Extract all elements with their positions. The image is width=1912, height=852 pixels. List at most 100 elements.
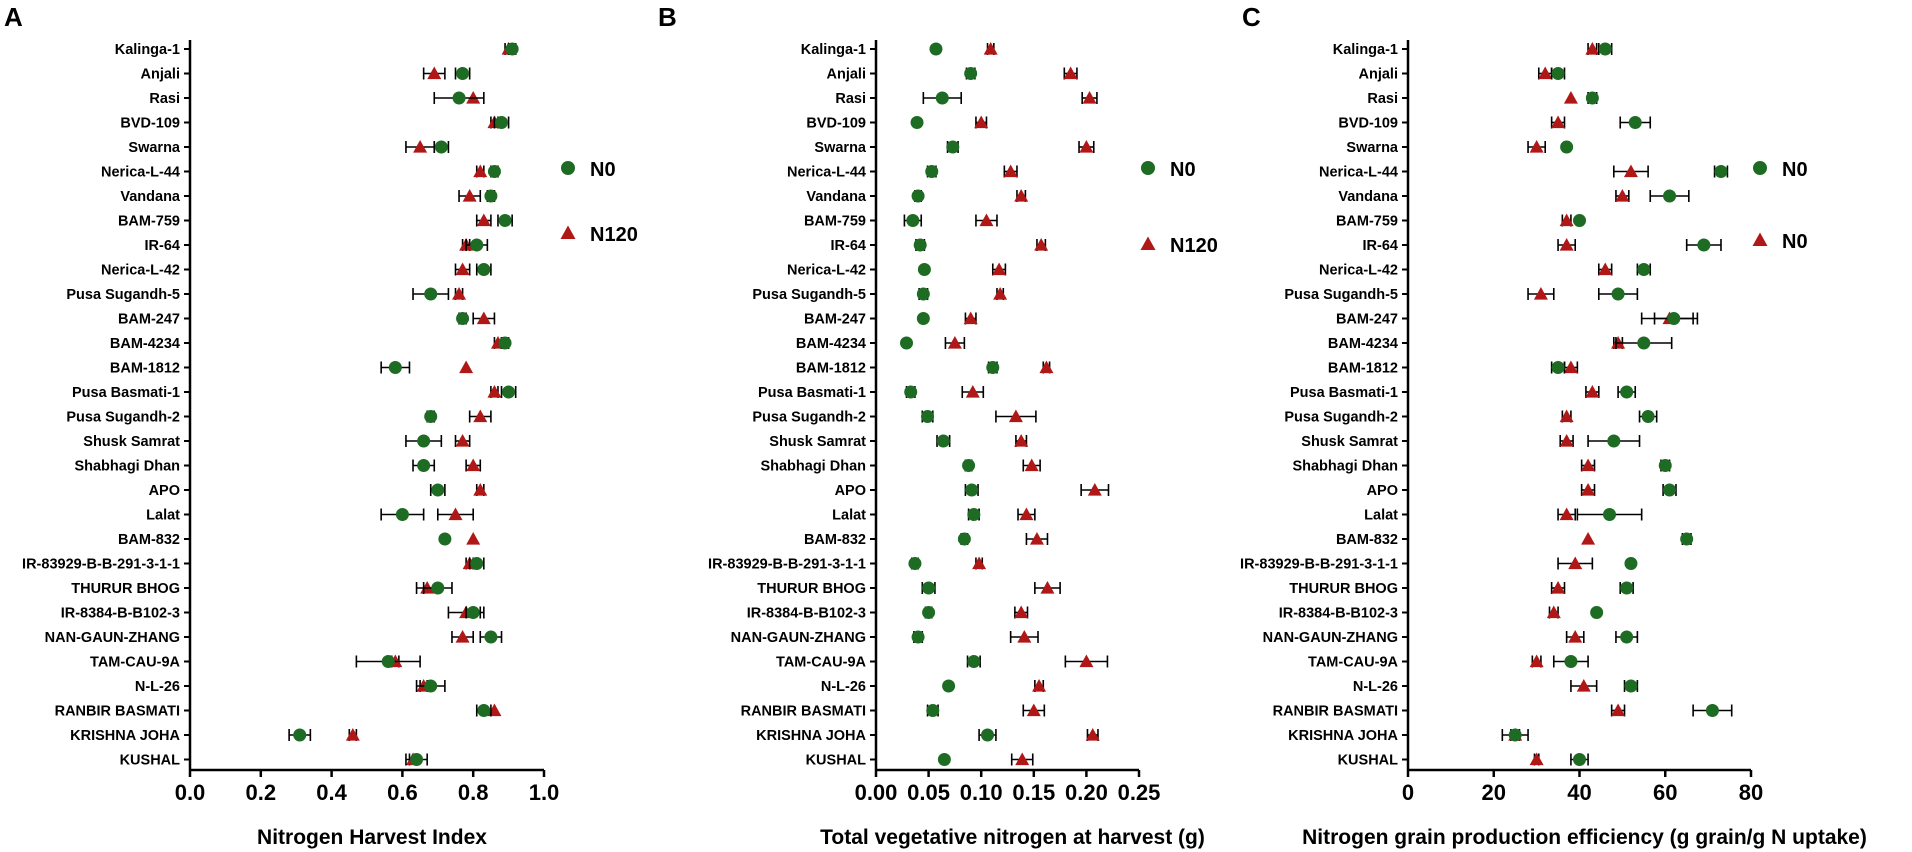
n0-point	[1551, 361, 1565, 374]
y-tick-label: Rasi	[835, 91, 866, 107]
n0-point	[424, 410, 438, 423]
y-tick-label: THURUR BHOG	[757, 581, 866, 597]
n0-point	[936, 434, 950, 448]
legend-n0-marker	[561, 161, 575, 175]
y-tick-label: KUSHAL	[120, 753, 181, 769]
n0-point	[417, 459, 431, 472]
n120-point	[487, 385, 502, 398]
n120-point	[1581, 532, 1596, 545]
n0-point	[1611, 287, 1625, 301]
n120-point	[1034, 238, 1049, 251]
n0-point	[1637, 263, 1651, 276]
y-tick-label: BVD-109	[806, 116, 866, 132]
n0-point	[452, 91, 466, 105]
y-tick-label: IR-83929-B-B-291-3-1-1	[708, 557, 866, 573]
n120-point	[974, 115, 989, 129]
n0-point	[293, 728, 307, 742]
legend-label: N120	[1170, 235, 1218, 257]
n0-point	[381, 655, 395, 668]
n0-point	[470, 238, 484, 252]
y-tick-label: BAM-1812	[110, 361, 180, 377]
x-tick-label: 0.0	[175, 780, 206, 805]
n0-point	[908, 557, 922, 570]
y-tick-label: Shabhagi Dhan	[74, 459, 180, 475]
y-tick-label: IR-64	[831, 238, 866, 254]
y-tick-label: KRISHNA JOHA	[756, 728, 866, 744]
n0-point	[916, 287, 930, 301]
y-tick-label: Lalat	[146, 508, 180, 524]
n0-point	[911, 189, 925, 203]
y-tick-label: Swarna	[814, 140, 867, 156]
n120-point	[1568, 556, 1583, 570]
n0-point	[1641, 410, 1655, 423]
y-tick-label: Kalinga-1	[115, 42, 180, 58]
n120-point	[1559, 434, 1574, 447]
n0-point	[922, 581, 936, 595]
y-tick-label: BAM-759	[804, 214, 866, 230]
n120-point	[476, 213, 491, 227]
n0-point	[922, 606, 936, 619]
y-tick-label: N-L-26	[1353, 679, 1398, 695]
n0-point	[929, 42, 943, 56]
y-tick-label: Nerica-L-44	[787, 165, 866, 181]
y-tick-label: Shusk Samrat	[83, 434, 180, 450]
n120-point	[1085, 728, 1100, 741]
n120-point	[1585, 385, 1600, 398]
n120-point	[1598, 262, 1613, 276]
panel-label: A	[4, 2, 23, 32]
n0-point	[1560, 140, 1574, 154]
panel-a: A Kalinga-1 Anjali Rasi BVD-109 Swarna Nerica-…	[4, 2, 638, 849]
n120-point	[1576, 679, 1591, 692]
panel-b: B Kalinga-1 Anjali Rasi BVD-109 Swarna Nerica-…	[658, 2, 1218, 849]
y-tick-label: Pusa Sugandh-5	[66, 287, 180, 303]
y-tick-label: Pusa Sugandh-5	[752, 287, 866, 303]
n120-point	[1014, 434, 1029, 447]
y-tick-label: BAM-1812	[796, 361, 866, 377]
n0-point	[505, 42, 519, 56]
y-tick-label: Nerica-L-42	[101, 263, 180, 279]
n0-point	[1551, 67, 1565, 80]
n0-point	[484, 189, 498, 203]
n0-point	[981, 728, 995, 742]
n120-point	[979, 213, 994, 227]
n0-point	[967, 508, 981, 521]
n120-point	[473, 164, 488, 178]
n0-point	[495, 116, 509, 129]
n120-point	[1533, 287, 1548, 300]
n0-point	[410, 753, 424, 766]
n0-point	[986, 361, 1000, 374]
y-tick-label: Pusa Basmati-1	[1290, 385, 1398, 401]
y-tick-label: APO	[1367, 483, 1398, 499]
y-tick-label: Swarna	[128, 140, 181, 156]
n120-point	[1024, 458, 1039, 472]
n0-point	[965, 483, 979, 497]
x-axis-label: Nitrogen grain production efficiency (g …	[1302, 826, 1867, 849]
n0-point	[1667, 312, 1681, 325]
n120-point	[1032, 679, 1047, 692]
x-tick-label: 60	[1653, 780, 1677, 805]
y-tick-label: NAN-GAUN-ZHANG	[731, 630, 866, 646]
y-tick-label: BAM-247	[804, 312, 866, 328]
y-tick-label: N-L-26	[821, 679, 866, 695]
x-axis-label: Nitrogen Harvest Index	[257, 826, 487, 849]
n0-point	[935, 91, 949, 105]
x-tick-label: 0.05	[907, 780, 950, 805]
n120-point	[476, 311, 491, 325]
n120-point	[459, 360, 474, 374]
y-tick-label: BAM-759	[118, 214, 180, 230]
y-tick-label: THURUR BHOG	[1289, 581, 1398, 597]
n120-point	[1014, 189, 1029, 202]
n120-point	[1029, 532, 1044, 545]
n120-point	[1063, 66, 1078, 80]
y-tick-label: Vandana	[1338, 189, 1399, 205]
y-tick-label: BAM-247	[1336, 312, 1398, 328]
n0-point	[1603, 508, 1617, 521]
n120-point	[1529, 654, 1544, 668]
n0-point	[438, 532, 452, 546]
n120-point	[1008, 409, 1023, 423]
x-tick-label: 0	[1402, 780, 1414, 805]
y-tick-label: BVD-109	[120, 116, 180, 132]
y-tick-label: Anjali	[141, 67, 180, 83]
n0-point	[1624, 679, 1638, 693]
n120-point	[455, 630, 470, 643]
